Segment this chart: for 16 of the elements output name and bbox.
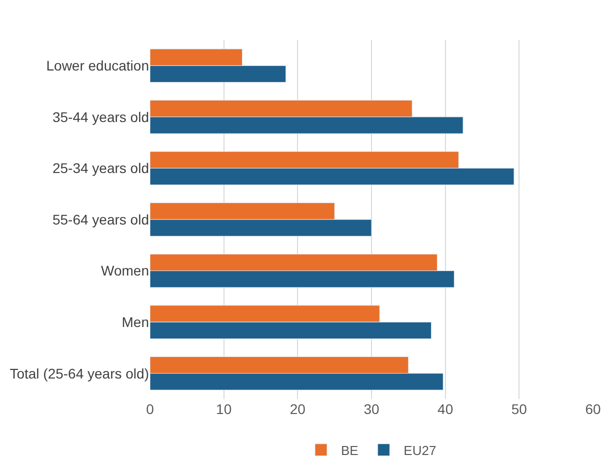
x-tick-label: 60: [585, 401, 601, 417]
y-tick-label: Total (25-64 years old): [10, 365, 149, 382]
x-tick-label: 10: [216, 401, 232, 417]
legend-label: EU27: [404, 442, 436, 458]
y-tick-label: 35-44 years old: [52, 108, 149, 125]
y-tick-label: 25-34 years old: [52, 160, 149, 176]
legend-label: BE: [341, 442, 359, 458]
x-tick-label: 20: [290, 401, 306, 417]
y-tick-label: 55-64 years old: [52, 211, 149, 228]
x-tick-label: 50: [511, 401, 528, 417]
y-tick-label: Lower education: [46, 58, 149, 74]
y-tick-label: Women: [101, 262, 149, 279]
x-tick-label: 0: [146, 401, 154, 417]
x-tick-label: 40: [438, 401, 454, 417]
x-tick-label: 30: [364, 401, 380, 417]
y-tick-label: Men: [122, 314, 149, 330]
